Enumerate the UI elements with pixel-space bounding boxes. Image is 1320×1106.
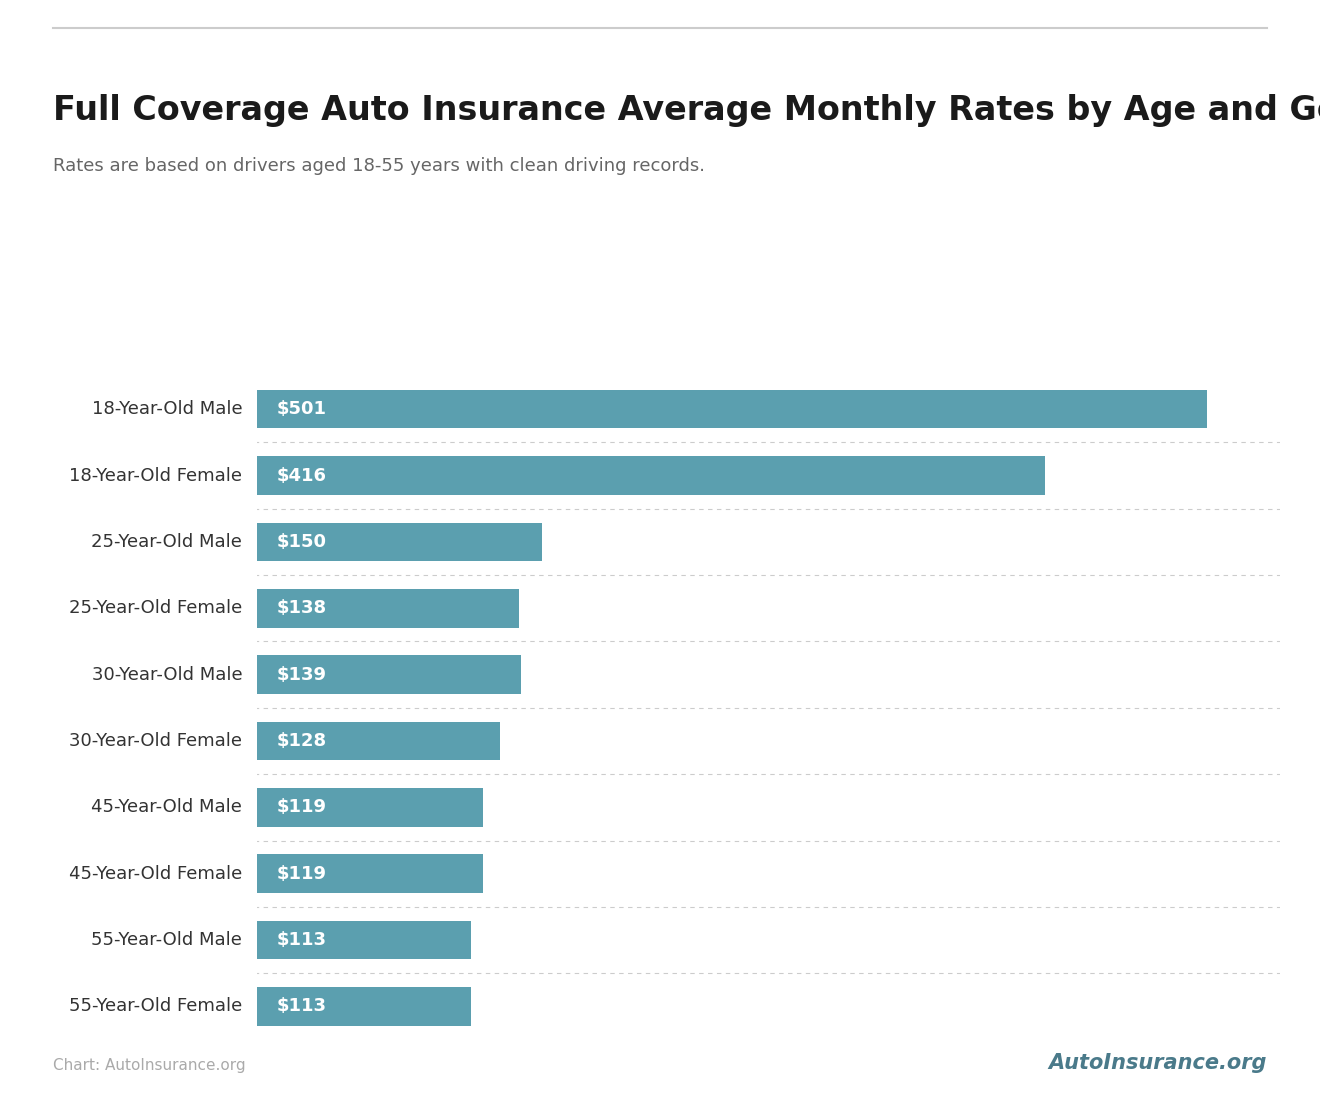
Text: 45-Year-Old Female: 45-Year-Old Female: [69, 865, 243, 883]
Text: 55-Year-Old Male: 55-Year-Old Male: [91, 931, 243, 949]
Text: $416: $416: [276, 467, 326, 484]
Text: Rates are based on drivers aged 18-55 years with clean driving records.: Rates are based on drivers aged 18-55 ye…: [53, 157, 705, 175]
Bar: [257, 722, 500, 760]
Bar: [257, 523, 541, 561]
Text: $113: $113: [276, 931, 326, 949]
Text: Chart: AutoInsurance.org: Chart: AutoInsurance.org: [53, 1057, 246, 1073]
Text: 25-Year-Old Male: 25-Year-Old Male: [91, 533, 243, 551]
Bar: [257, 390, 1206, 428]
Text: 30-Year-Old Male: 30-Year-Old Male: [91, 666, 243, 684]
Text: 45-Year-Old Male: 45-Year-Old Male: [91, 799, 243, 816]
Text: $128: $128: [276, 732, 326, 750]
Text: AutoInsurance.org: AutoInsurance.org: [1048, 1053, 1267, 1073]
Text: $119: $119: [276, 799, 326, 816]
Text: Full Coverage Auto Insurance Average Monthly Rates by Age and Gender: Full Coverage Auto Insurance Average Mon…: [53, 94, 1320, 127]
Text: 55-Year-Old Female: 55-Year-Old Female: [69, 998, 243, 1015]
Bar: [257, 656, 520, 693]
Bar: [257, 921, 471, 959]
Text: 25-Year-Old Female: 25-Year-Old Female: [69, 599, 243, 617]
Bar: [257, 789, 483, 826]
Text: $113: $113: [276, 998, 326, 1015]
Bar: [257, 988, 471, 1025]
Text: $139: $139: [276, 666, 326, 684]
Bar: [257, 589, 519, 627]
Text: $119: $119: [276, 865, 326, 883]
Text: $150: $150: [276, 533, 326, 551]
Bar: [257, 457, 1045, 494]
Text: 30-Year-Old Female: 30-Year-Old Female: [69, 732, 243, 750]
Text: 18-Year-Old Female: 18-Year-Old Female: [69, 467, 243, 484]
Text: $501: $501: [276, 400, 326, 418]
Text: $138: $138: [276, 599, 326, 617]
Text: 18-Year-Old Male: 18-Year-Old Male: [91, 400, 243, 418]
Bar: [257, 855, 483, 893]
